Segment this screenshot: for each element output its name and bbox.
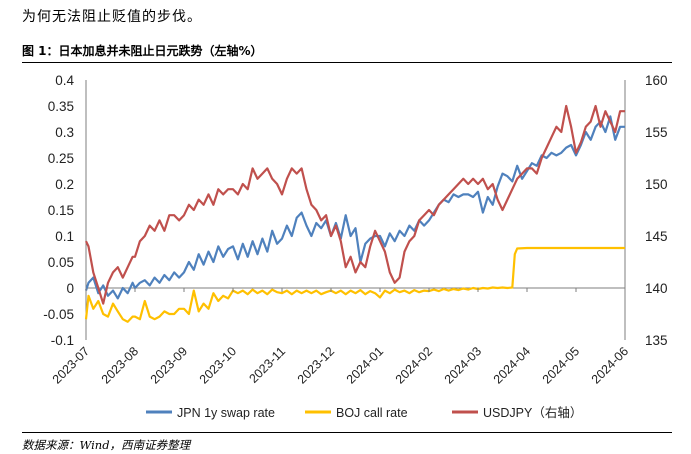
figure-title: 图 1：日本加息并未阻止日元跌势（左轴%） (22, 44, 263, 58)
x-tick-label: 2024-01 (344, 344, 386, 386)
right-tick-label: 150 (645, 177, 668, 192)
left-tick-label: 0.4 (55, 73, 74, 88)
left-tick-label: -0.05 (43, 307, 74, 322)
plot-axes (85, 80, 626, 340)
left-tick-label: 0.05 (48, 255, 74, 270)
right-tick-label: 135 (645, 333, 668, 348)
x-tick-label: 2023-09 (148, 344, 190, 386)
left-tick-label: 0.35 (48, 99, 74, 114)
right-tick-label: 140 (645, 281, 668, 296)
x-tick-label: 2024-02 (393, 344, 435, 386)
title-rule (22, 62, 672, 63)
series-line-jpn-1y-swap-rate (84, 115, 625, 300)
left-tick-label: -0.1 (51, 333, 74, 348)
series-line-usdjpy (85, 104, 625, 305)
x-tick-label: 2023-11 (246, 344, 288, 386)
left-tick-label: 0.2 (55, 177, 74, 192)
left-axis-ticks: 0.4 0.35 0.3 0.25 0.2 0.15 0.1 0.05 0 -0.05 -0.1 (43, 73, 74, 348)
x-tick-label: 2023-12 (295, 344, 337, 386)
x-tick-label: 2023-07 (50, 344, 92, 386)
left-tick-label: 0.15 (48, 203, 74, 218)
legend-label: JPN 1y swap rate (177, 406, 275, 420)
left-tick-label: 0.25 (48, 151, 74, 166)
legend-label: BOJ call rate (336, 406, 408, 420)
x-tick-label: 2024-03 (442, 344, 484, 386)
right-tick-label: 160 (645, 73, 668, 88)
x-tick-label: 2024-04 (491, 344, 533, 386)
series-line-boj-call-rate (84, 246, 625, 323)
x-tick-label: 2024-05 (540, 344, 582, 386)
source-rule (22, 432, 672, 433)
source-note: 数据来源：Wind，西南证券整理 (22, 438, 191, 452)
left-tick-label: 0 (66, 281, 74, 296)
x-axis-ticks: 2023-07 2023-08 2023-09 2023-10 2023-11 2023-… (50, 288, 631, 387)
left-tick-label: 0.3 (55, 125, 74, 140)
x-tick-label: 2023-08 (99, 344, 141, 386)
plot-series (84, 104, 625, 323)
left-tick-label: 0.1 (55, 229, 74, 244)
legend-label: USDJPY（右轴） (483, 405, 582, 420)
right-axis-ticks: 160 155 150 145 140 135 (645, 73, 668, 348)
x-tick-label: 2023-10 (197, 344, 239, 386)
right-tick-label: 145 (645, 229, 668, 244)
x-tick-label: 2024-06 (589, 344, 631, 386)
right-tick-label: 155 (645, 125, 668, 140)
intro-text: 为何无法阻止贬值的步伐。 (22, 9, 202, 25)
legend: JPN 1y swap rate BOJ call rate USDJPY（右轴） (146, 405, 582, 420)
chart-area: 0.4 0.35 0.3 0.25 0.2 0.15 0.1 0.05 0 -0.05 -0.1 1… (43, 73, 668, 420)
